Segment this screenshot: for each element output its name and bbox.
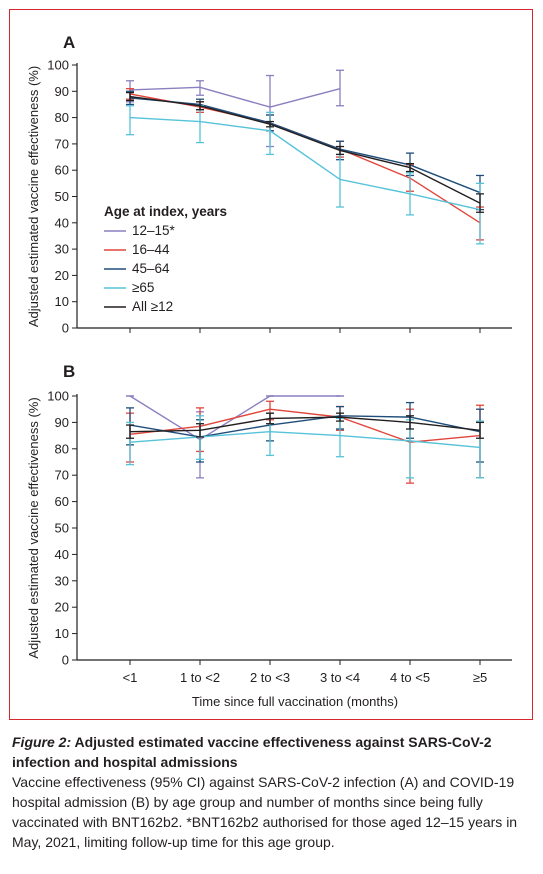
caption-figure-label: Figure 2:: [12, 734, 72, 750]
panel-b-x-tick-label-3-to-lt4: 3 to <4: [320, 670, 360, 685]
figure-frame: [9, 9, 533, 720]
panel-b-y-tick-label: 20: [55, 600, 69, 615]
panel-b-series-45-64-line: [129, 415, 481, 438]
panel-a-y-tick-label: 10: [55, 294, 69, 309]
panel-a-y-tick-label: 30: [55, 242, 69, 257]
panel-a-y-axis-title: Adjusted estimated vaccine effectiveness…: [26, 66, 41, 327]
figure-caption: Figure 2: Adjusted estimated vaccine eff…: [12, 732, 534, 852]
panel-b-y-tick-label: 100: [47, 389, 69, 404]
panel-a-y-tick-label: 90: [55, 84, 69, 99]
panel-b-y-tick-label: 50: [55, 521, 69, 536]
panel-b-y-tick-label: 60: [55, 494, 69, 509]
panel-a-y-tick-label: 0: [62, 321, 69, 336]
panel-b-x-tick-label-lt1: <1: [123, 670, 138, 685]
panel-a-y-tick-label: 100: [47, 58, 69, 73]
panel-a-series-12-15-line: [129, 86, 341, 108]
panel-a-y-tick-label: 50: [55, 189, 69, 204]
panel-a-series-ge65-line: [129, 116, 481, 211]
panel-a-legend-title: Age at index, years: [104, 204, 227, 219]
caption-body: Vaccine effectiveness (95% CI) against S…: [12, 774, 518, 850]
panel-a-legend-label-all-ge12: All ≥12: [132, 299, 173, 314]
panel-b-x-axis-title: Time since full vaccination (months): [192, 694, 398, 709]
panel-b-y-tick-label: 10: [55, 626, 69, 641]
panel-b-x-tick-label-4-to-lt5: 4 to <5: [390, 670, 430, 685]
panel-b-y-tick-label: 30: [55, 573, 69, 588]
panel-a-legend-label-ge65: ≥65: [132, 280, 154, 295]
panel-b-series-16-44-line: [129, 408, 481, 443]
panel-a-legend-label-12-15: 12–15*: [132, 223, 176, 238]
panel-b-y-axis-title: Adjusted estimated vaccine effectiveness…: [26, 397, 41, 658]
panel-a-y-tick-label: 20: [55, 268, 69, 283]
panel-b-y-tick-label: 0: [62, 653, 69, 668]
panel-a-series-45-64-line: [129, 97, 481, 194]
panel-b-series-ge65-line: [129, 430, 481, 449]
panel-a-y-tick-label: 60: [55, 163, 69, 178]
panel-a-y-tick-label: 80: [55, 110, 69, 125]
panel-b-x-tick-label-1-to-lt2: 1 to <2: [180, 670, 220, 685]
panel-a-series-all-ge12-line: [129, 95, 481, 204]
panel-b-y-tick-label: 80: [55, 441, 69, 456]
panel-a-label: A: [63, 33, 75, 52]
panel-a-legend-label-45-64: 45–64: [132, 261, 170, 276]
panel-b-y-tick-label: 40: [55, 547, 69, 562]
caption-title-text: Adjusted estimated vaccine effectiveness…: [12, 734, 492, 770]
caption-title: Figure 2: Adjusted estimated vaccine eff…: [12, 734, 492, 770]
panel-a-y-tick-label: 70: [55, 136, 69, 151]
panel-b-label: B: [63, 362, 75, 381]
panel-b-x-tick-label-2-to-lt3: 2 to <3: [250, 670, 290, 685]
panel-b-x-tick-label-ge5: ≥5: [473, 670, 487, 685]
panel-b-series-all-ge12-line: [129, 416, 481, 433]
panel-b-y-tick-label: 90: [55, 415, 69, 430]
panel-b-y-tick-label: 70: [55, 468, 69, 483]
panel-a-y-tick-label: 40: [55, 215, 69, 230]
panel-a-legend-label-16-44: 16–44: [132, 242, 170, 257]
